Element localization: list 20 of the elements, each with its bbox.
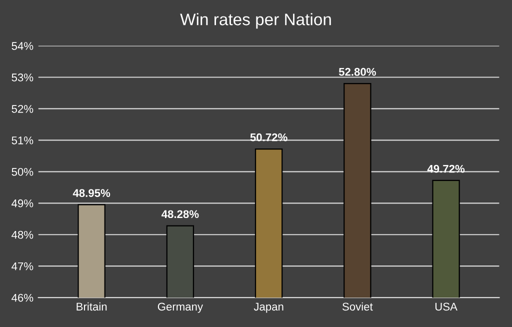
x-tick-label: Britain: [76, 302, 107, 311]
y-tick-label: 48%: [12, 230, 34, 239]
data-label: 49.72%: [427, 164, 465, 173]
chart-title: Win rates per Nation: [180, 13, 331, 29]
x-tick-label: Japan: [254, 302, 284, 313]
y-tick-label: 53%: [12, 74, 34, 82]
y-tick-label: 46%: [12, 294, 34, 302]
x-tick-label: USA: [435, 302, 458, 311]
data-label: 52.80%: [338, 68, 376, 76]
y-tick-label: 51%: [12, 136, 34, 144]
x-tick-label: Soviet: [342, 302, 373, 311]
data-label: 50.72%: [250, 133, 288, 142]
y-tick-label: 54%: [12, 42, 34, 50]
data-label: 48.28%: [162, 210, 199, 218]
y-tick-label: 50%: [12, 168, 34, 176]
y-tick-label: 47%: [12, 262, 34, 270]
data-label: 48.95%: [72, 189, 110, 197]
y-tick-label: 52%: [12, 104, 34, 113]
x-tick-label: Germany: [158, 302, 204, 313]
y-tick-label: 49%: [12, 199, 34, 208]
